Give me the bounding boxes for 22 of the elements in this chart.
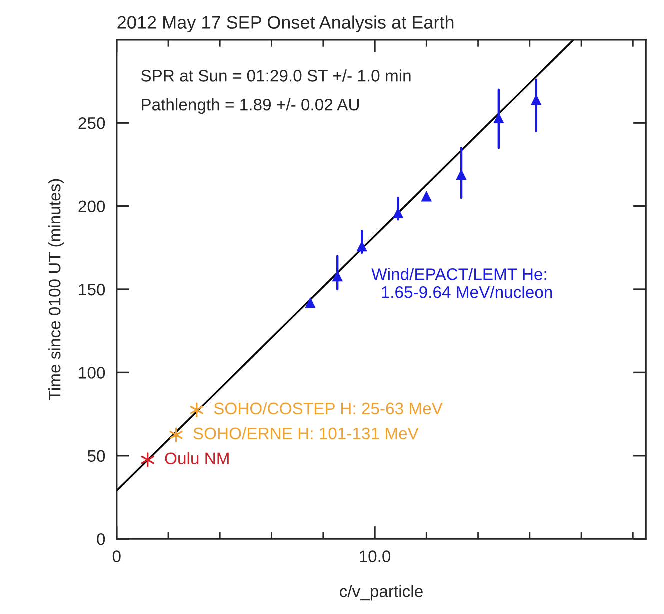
annotation: SPR at Sun = 01:29.0 ST +/- 1.0 min: [141, 70, 411, 82]
point: [392, 208, 404, 218]
series-label: Oulu NM: [165, 452, 229, 465]
annotation: Pathlength = 1.89 +/- 0.02 AU: [142, 98, 359, 114]
point: [305, 297, 316, 308]
y-tick-label: 50: [88, 450, 106, 462]
point: [170, 428, 183, 443]
series-label: SOHO/ERNE H: 101-131 MeV: [194, 427, 419, 440]
y-axis-title: Time since 0100 UT (minutes): [48, 179, 64, 400]
series-label: SOHO/COSTEP H: 25-63 MeV: [214, 402, 443, 415]
y-tick-label: 100: [79, 367, 106, 379]
chart-title: 2012 May 17 SEP Onset Analysis at Earth: [118, 16, 454, 33]
point: [190, 402, 204, 418]
y-tick-label: 0: [97, 533, 106, 546]
y-tick-label: 200: [78, 200, 106, 213]
x-axis-title: c/v_particle: [340, 585, 423, 601]
x-tick-label: 10.0: [360, 550, 391, 562]
y-tick-label: 250: [78, 118, 106, 130]
series-label: Wind/EPACT/LEMT He: 1.65-9.64 MeV/nucleon: [372, 268, 552, 298]
point: [421, 190, 432, 202]
y-tick-label: 150: [79, 284, 106, 296]
point: [141, 452, 154, 468]
